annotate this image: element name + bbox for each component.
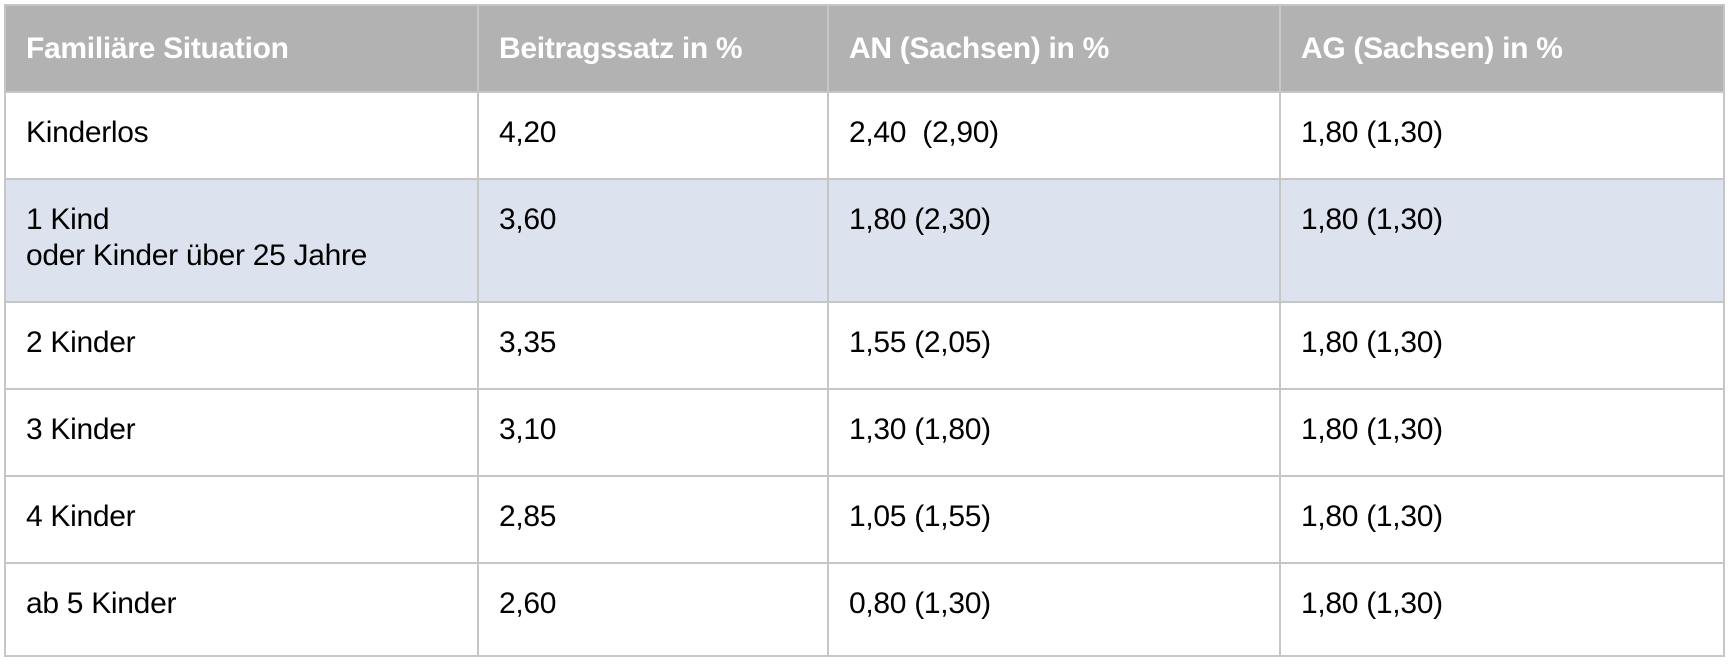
cell-beitragssatz: 2,85 xyxy=(477,475,829,564)
table-row-1-kind: 1 Kind oder Kinder über 25 Jahre 3,60 1,… xyxy=(4,178,1725,303)
header-cell-beitragssatz: Beitragssatz in % xyxy=(477,4,829,93)
cell-an: 1,30 (1,80) xyxy=(827,388,1281,477)
header-cell-familiaere-situation: Familiäre Situation xyxy=(4,4,479,93)
cell-situation: 4 Kinder xyxy=(4,475,479,564)
table-body: Kinderlos 4,20 2,40 (2,90) 1,80 (1,30) 1… xyxy=(4,91,1725,657)
cell-situation: 2 Kinder xyxy=(4,301,479,390)
cell-ag: 1,80 (1,30) xyxy=(1279,562,1725,657)
cell-an: 1,05 (1,55) xyxy=(827,475,1281,564)
cell-beitragssatz: 3,10 xyxy=(477,388,829,477)
header-cell-ag-sachsen: AG (Sachsen) in % xyxy=(1279,4,1725,93)
contribution-rate-table: Familiäre Situation Beitragssatz in % AN… xyxy=(4,4,1725,657)
cell-ag: 1,80 (1,30) xyxy=(1279,475,1725,564)
header-cell-an-sachsen: AN (Sachsen) in % xyxy=(827,4,1281,93)
cell-ag: 1,80 (1,30) xyxy=(1279,301,1725,390)
table-row-2-kinder: 2 Kinder 3,35 1,55 (2,05) 1,80 (1,30) xyxy=(4,301,1725,390)
cell-beitragssatz: 3,60 xyxy=(477,178,829,303)
table-header: Familiäre Situation Beitragssatz in % AN… xyxy=(4,4,1725,93)
cell-an: 1,55 (2,05) xyxy=(827,301,1281,390)
cell-situation: ab 5 Kinder xyxy=(4,562,479,657)
cell-beitragssatz: 2,60 xyxy=(477,562,829,657)
cell-situation: 3 Kinder xyxy=(4,388,479,477)
table-row-kinderlos: Kinderlos 4,20 2,40 (2,90) 1,80 (1,30) xyxy=(4,91,1725,180)
table-row-3-kinder: 3 Kinder 3,10 1,30 (1,80) 1,80 (1,30) xyxy=(4,388,1725,477)
table-row-ab-5-kinder: ab 5 Kinder 2,60 0,80 (1,30) 1,80 (1,30) xyxy=(4,562,1725,657)
cell-an: 0,80 (1,30) xyxy=(827,562,1281,657)
cell-ag: 1,80 (1,30) xyxy=(1279,178,1725,303)
cell-ag: 1,80 (1,30) xyxy=(1279,388,1725,477)
cell-an: 2,40 (2,90) xyxy=(827,91,1281,180)
header-row: Familiäre Situation Beitragssatz in % AN… xyxy=(4,4,1725,93)
cell-situation: Kinderlos xyxy=(4,91,479,180)
cell-situation: 1 Kind oder Kinder über 25 Jahre xyxy=(4,178,479,303)
cell-an: 1,80 (2,30) xyxy=(827,178,1281,303)
cell-beitragssatz: 3,35 xyxy=(477,301,829,390)
cell-beitragssatz: 4,20 xyxy=(477,91,829,180)
table-row-4-kinder: 4 Kinder 2,85 1,05 (1,55) 1,80 (1,30) xyxy=(4,475,1725,564)
cell-ag: 1,80 (1,30) xyxy=(1279,91,1725,180)
